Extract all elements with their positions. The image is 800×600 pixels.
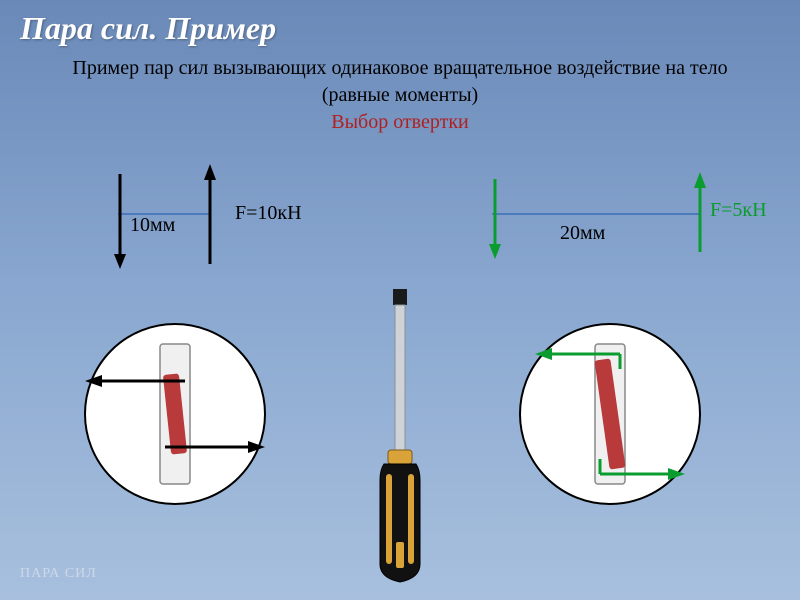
footer-label: ПАРА СИЛ bbox=[20, 566, 97, 582]
screwdriver-icon bbox=[380, 289, 420, 582]
left-distance-label: 10мм bbox=[130, 214, 175, 237]
diagram-svg bbox=[0, 144, 800, 584]
slide-title: Пара сил. Пример bbox=[0, 0, 800, 47]
left-force-label: F=10кН bbox=[235, 202, 302, 225]
right-couple bbox=[489, 172, 706, 259]
right-force-label: F=5кН bbox=[710, 199, 767, 222]
diagram-area: 10мм F=10кН 20мм F=5кН bbox=[0, 144, 800, 584]
slide-subtitle: Пример пар сил вызывающих одинаковое вра… bbox=[40, 55, 760, 109]
right-distance-label: 20мм bbox=[560, 222, 605, 245]
slide-redline: Выбор отвертки bbox=[0, 111, 800, 134]
right-screw-head bbox=[520, 324, 700, 504]
left-screw-head bbox=[85, 324, 265, 504]
